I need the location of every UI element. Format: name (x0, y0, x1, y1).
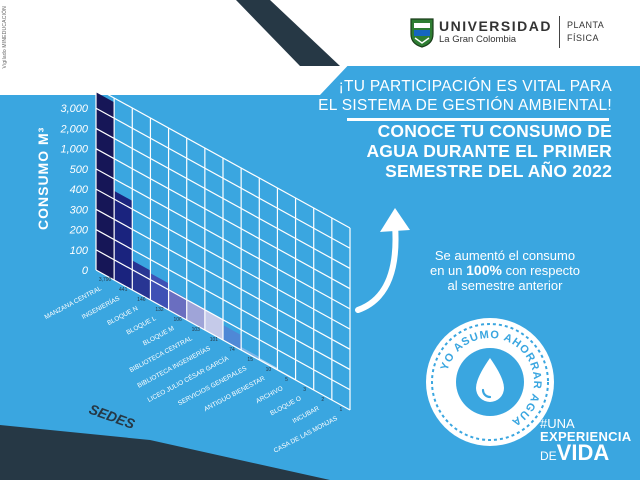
value-label-3: 146 (137, 297, 146, 303)
note-suffix: con respecto (505, 263, 581, 278)
y-tick-300: 300 (70, 204, 89, 216)
y-tick-200: 200 (69, 225, 89, 237)
value-label-12: 3 (303, 387, 306, 393)
value-label-7: 101 (210, 337, 219, 343)
y-tick-2,000: 2,000 (59, 123, 88, 135)
tagline-word2: EXPERIENCIA (540, 429, 632, 444)
logo-separator (558, 16, 560, 48)
y-axis-label: CONSUMO M³ (35, 127, 51, 230)
y-tick-1,000: 1,000 (60, 144, 88, 156)
category-label-3: BLOQUE N (106, 305, 139, 327)
bar-8 (223, 325, 242, 350)
category-label-12: BLOQUE O (269, 395, 302, 417)
value-label-2: 441 (119, 287, 128, 293)
value-label-14: 1 (340, 407, 343, 413)
category-label-4: BLOQUE L (125, 315, 157, 337)
value-label-10: 10 (266, 367, 272, 373)
category-label-6: BIBLIOTECA CENTRAL (128, 335, 193, 374)
y-tick-4,000: 4,000 (60, 83, 88, 95)
y-tick-3,000: 3,000 (60, 103, 88, 115)
category-label-11: ARCHIVO (255, 385, 284, 405)
tagline: #UNA EXPERIENCIA DEVIDA (540, 416, 632, 466)
headline-line3: SEMESTRE DEL AÑO 2022 (385, 161, 612, 181)
note-line1: Se aumentó el consumo (434, 248, 576, 263)
value-label-4: 132 (155, 307, 164, 313)
category-label-5: BLOQUE M (142, 325, 176, 347)
value-label-6: 103 (192, 327, 201, 333)
note-line2: en un 100% con respecto (400, 262, 610, 279)
tagline-word1: UNA (547, 416, 575, 431)
tagline-word3a: DE (540, 449, 557, 463)
water-badge: YO ASUMO AHORRAR AGUA (426, 318, 554, 446)
university-sub: La Gran Colombia (439, 34, 517, 45)
category-label-13: INCUBAR (292, 405, 321, 425)
y-tick-500: 500 (70, 164, 89, 176)
value-labels: 3,790 441 146 132 106 103 101 74 15 10 5 3 2 1 (99, 277, 343, 413)
arrow-icon (355, 208, 410, 313)
category-label-1: MANZANA CENTRAL (43, 285, 103, 321)
dept-line1: PLANTA (566, 20, 605, 30)
participation-line2: EL SISTEMA DE GESTIÓN AMBIENTAL! (318, 97, 612, 114)
tagline-line1: #UNA (540, 416, 632, 431)
category-label-14: CASA DE LAS MONJAS (273, 415, 340, 455)
top-dark-wedge (236, 0, 340, 66)
participation-line1: ¡TU PARTICIPACIÓN ES VITAL PARA (338, 78, 612, 95)
y-tick-100: 100 (70, 245, 89, 257)
grid-lines (95, 87, 351, 411)
y-tick-400: 400 (70, 184, 89, 196)
crest-icon (410, 18, 434, 48)
value-label-9: 15 (247, 357, 253, 363)
university-name: UNIVERSIDAD (439, 18, 552, 34)
bar-9 (241, 346, 260, 360)
y-ticks: 4,000 3,000 2,000 1,000 500 400 300 200 100 0 (59, 83, 88, 277)
category-label-10: ANTIGUO BIENESTAR (203, 375, 266, 413)
university-logo: UNIVERSIDAD La Gran Colombia PLANTA FÍSI… (409, 12, 629, 52)
participation-message: ¡TU PARTICIPACIÓN ES VITAL PARA EL SISTE… (312, 77, 612, 115)
headline: CONOCE TU CONSUMO DE AGUA DURANTE EL PRI… (292, 121, 612, 181)
tagline-word3b: VIDA (556, 440, 610, 465)
tagline-line3: DEVIDA (540, 440, 632, 466)
value-label-13: 2 (321, 397, 324, 403)
value-label-8: 74 (229, 347, 235, 353)
tagline-hash: # (540, 416, 548, 431)
bar-2 (114, 190, 133, 290)
bar-3 (132, 260, 151, 300)
headline-line1: CONOCE TU CONSUMO DE (377, 121, 612, 141)
badge-ring (431, 323, 549, 441)
increase-note: Se aumentó el consumo en un 100% con res… (400, 248, 610, 293)
dept-line2: FÍSICA (566, 33, 599, 43)
note-line3: al semestre anterior (447, 278, 563, 293)
x-axis-label: SEDES (87, 401, 138, 432)
headline-line2: AGUA DURANTE EL PRIMER (366, 141, 612, 161)
bottom-dark-wedge (0, 425, 330, 480)
value-label-5: 106 (173, 317, 182, 323)
bar-1 (96, 92, 115, 280)
y-tick-0: 0 (82, 265, 89, 277)
top-white-wedge (0, 0, 410, 95)
value-label-11: 5 (285, 377, 288, 383)
headline-rule (347, 118, 609, 121)
note-prefix: en un (429, 263, 463, 278)
value-label-1: 3,790 (99, 277, 112, 283)
note-bold: 100% (466, 262, 502, 278)
